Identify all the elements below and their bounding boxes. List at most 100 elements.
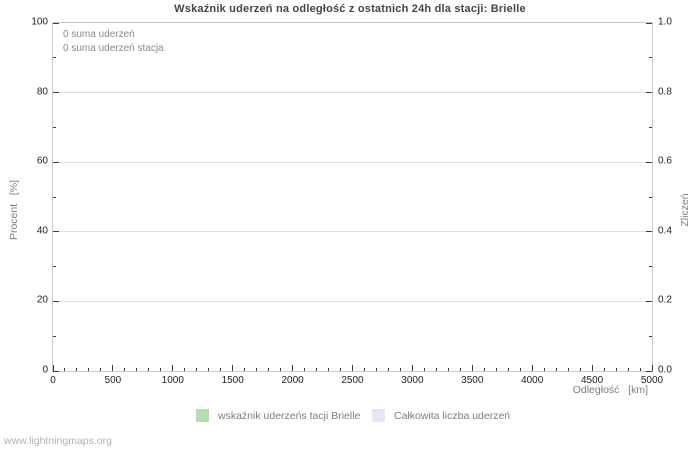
y-right-tick-label: 0.0 — [658, 364, 672, 376]
x-minor-tick — [184, 368, 186, 371]
chart-title: Wskaźnik uderzeń na odległość z ostatnic… — [174, 3, 526, 15]
x-minor-tick — [543, 368, 545, 371]
legend-swatch-total-strikes — [372, 409, 385, 422]
x-minor-tick — [423, 368, 425, 371]
gridline — [53, 300, 652, 302]
x-minor-tick — [196, 368, 198, 371]
x-tick-label: 3000 — [401, 375, 424, 386]
legend-label-total-strikes: Całkowita liczba uderzeń — [394, 410, 511, 422]
y-right-minor-tick — [649, 266, 652, 268]
x-tick-label: 2000 — [281, 375, 304, 386]
x-major-tick — [651, 365, 653, 371]
y-left-minor-tick — [53, 57, 56, 59]
x-minor-tick — [280, 368, 282, 371]
x-minor-tick — [459, 368, 461, 371]
annotation-station-strikes: 0 suma uderzeń stacja — [63, 43, 164, 54]
y-right-major-tick — [646, 22, 652, 24]
y-right-minor-tick — [649, 57, 652, 59]
x-major-tick — [531, 365, 533, 371]
x-tick-label: 1500 — [221, 375, 244, 386]
y-left-major-tick — [53, 92, 59, 94]
y-right-tick-label: 1.0 — [658, 16, 672, 28]
y-right-major-tick — [646, 300, 652, 302]
x-minor-tick — [615, 368, 617, 371]
x-major-tick — [112, 365, 114, 371]
x-minor-tick — [399, 368, 401, 371]
y-left-tick-label: 60 — [36, 155, 48, 167]
y-right-major-tick — [646, 370, 652, 372]
x-minor-tick — [328, 368, 330, 371]
x-minor-tick — [363, 368, 365, 371]
x-tick-label: 1000 — [161, 375, 184, 386]
x-minor-tick — [268, 368, 270, 371]
y-left-major-tick — [53, 161, 59, 163]
x-tick-label: 5000 — [640, 375, 664, 386]
y-right-tick-label: 0.6 — [658, 155, 672, 167]
x-minor-tick — [435, 368, 437, 371]
x-minor-tick — [375, 368, 377, 371]
x-minor-tick — [567, 368, 569, 371]
y-right-tick-label: 0.4 — [658, 225, 672, 237]
y-left-major-tick — [53, 22, 59, 24]
x-minor-tick — [340, 368, 342, 371]
y-right-major-tick — [646, 92, 652, 94]
x-minor-tick — [100, 368, 102, 371]
y-left-major-tick — [53, 300, 59, 302]
annotation-total-strikes: 0 suma uderzeń — [63, 29, 135, 40]
x-major-tick — [411, 365, 413, 371]
x-minor-tick — [555, 368, 557, 371]
y-right-tick-label: 0.2 — [658, 294, 672, 306]
x-minor-tick — [256, 368, 258, 371]
x-tick-label: 500 — [104, 375, 122, 386]
gridline — [53, 161, 652, 163]
x-minor-tick — [627, 368, 629, 371]
gridline — [53, 231, 652, 233]
x-tick-label: 3500 — [461, 375, 484, 386]
x-tick-label: 2500 — [341, 375, 364, 386]
x-minor-tick — [88, 368, 90, 371]
y-left-tick-label: 100 — [31, 16, 48, 28]
y-right-minor-tick — [649, 196, 652, 198]
y-left-minor-tick — [53, 196, 56, 198]
x-minor-tick — [316, 368, 318, 371]
legend-label-station-ratio: wskaźnik uderzeńs tacji Brielle — [218, 410, 361, 422]
y-left-minor-tick — [53, 126, 56, 128]
y-right-major-tick — [646, 231, 652, 233]
legend-swatch-station-ratio — [196, 409, 209, 422]
x-axis-title: Odległość [km] — [572, 384, 648, 396]
x-tick-label: 4500 — [580, 375, 604, 386]
x-minor-tick — [136, 368, 138, 371]
x-minor-tick — [603, 368, 605, 371]
x-tick-label: 4000 — [521, 375, 544, 386]
x-minor-tick — [208, 368, 210, 371]
x-minor-tick — [244, 368, 246, 371]
x-major-tick — [591, 365, 593, 371]
x-minor-tick — [579, 368, 581, 371]
x-minor-tick — [447, 368, 449, 371]
x-minor-tick — [160, 368, 162, 371]
x-minor-tick — [387, 368, 389, 371]
x-major-tick — [292, 365, 294, 371]
x-minor-tick — [519, 368, 521, 371]
y-left-major-tick — [53, 370, 59, 372]
y-right-minor-tick — [649, 335, 652, 337]
y-right-tick-label: 0.8 — [658, 86, 672, 98]
x-major-tick — [352, 365, 353, 371]
x-minor-tick — [64, 368, 66, 371]
gridline — [53, 92, 652, 94]
y-axis-right-title: Zliczeń — [679, 193, 691, 227]
x-minor-tick — [507, 368, 509, 371]
y-right-major-tick — [646, 161, 652, 163]
x-minor-tick — [76, 368, 78, 371]
x-minor-tick — [483, 368, 485, 371]
x-major-tick — [232, 365, 234, 371]
x-major-tick — [172, 365, 174, 371]
y-left-minor-tick — [53, 335, 56, 337]
x-major-tick — [471, 365, 473, 371]
x-tick-label: 0 — [50, 375, 56, 386]
y-left-minor-tick — [53, 266, 56, 268]
watermark: www.lightningmaps.org — [4, 435, 112, 447]
x-minor-tick — [495, 368, 497, 371]
x-minor-tick — [639, 368, 641, 371]
